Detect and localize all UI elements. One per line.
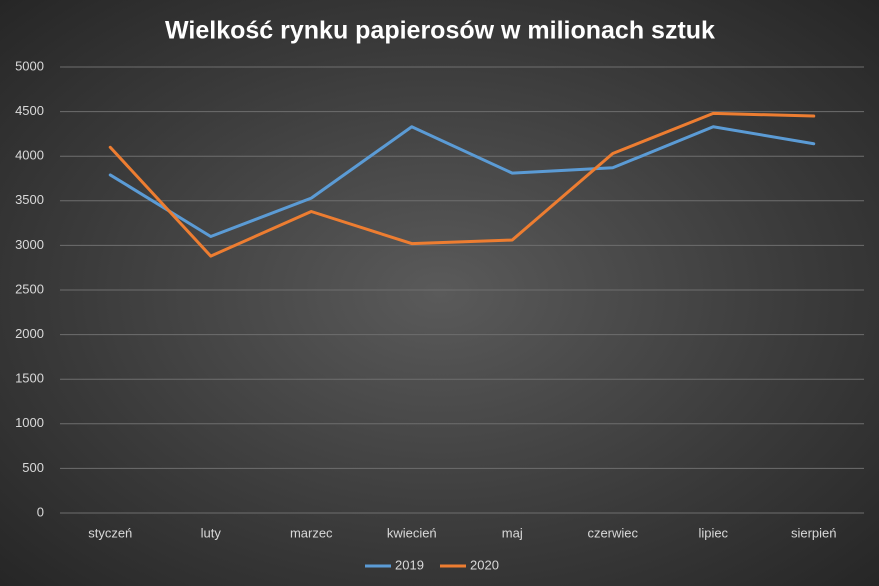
y-tick-label: 1000 [15,415,44,430]
y-tick-label: 2000 [15,326,44,341]
y-tick-label: 4000 [15,148,44,163]
series-line [108,125,816,238]
x-tick-label: kwiecień [387,525,437,540]
y-tick-label: 3000 [15,237,44,252]
chart-title: Wielkość rynku papierosów w milionach sz… [165,17,715,45]
y-tick-label: 5000 [15,58,44,73]
x-tick-label: marzec [290,525,333,540]
y-tick-label: 3500 [15,192,44,207]
legend-label: 2020 [470,557,499,572]
x-tick-label: lipiec [698,525,728,540]
series-line [108,111,816,258]
x-tick-label: luty [201,525,222,540]
y-tick-label: 0 [37,504,44,519]
x-tick-label: maj [502,525,523,540]
y-tick-label: 500 [22,460,44,475]
legend-label: 2019 [395,557,424,572]
x-tick-label: sierpień [791,525,837,540]
y-tick-label: 2500 [15,281,44,296]
x-tick-label: styczeń [88,525,132,540]
x-tick-label: czerwiec [587,525,638,540]
y-tick-label: 4500 [15,103,44,118]
y-tick-label: 1500 [15,371,44,386]
